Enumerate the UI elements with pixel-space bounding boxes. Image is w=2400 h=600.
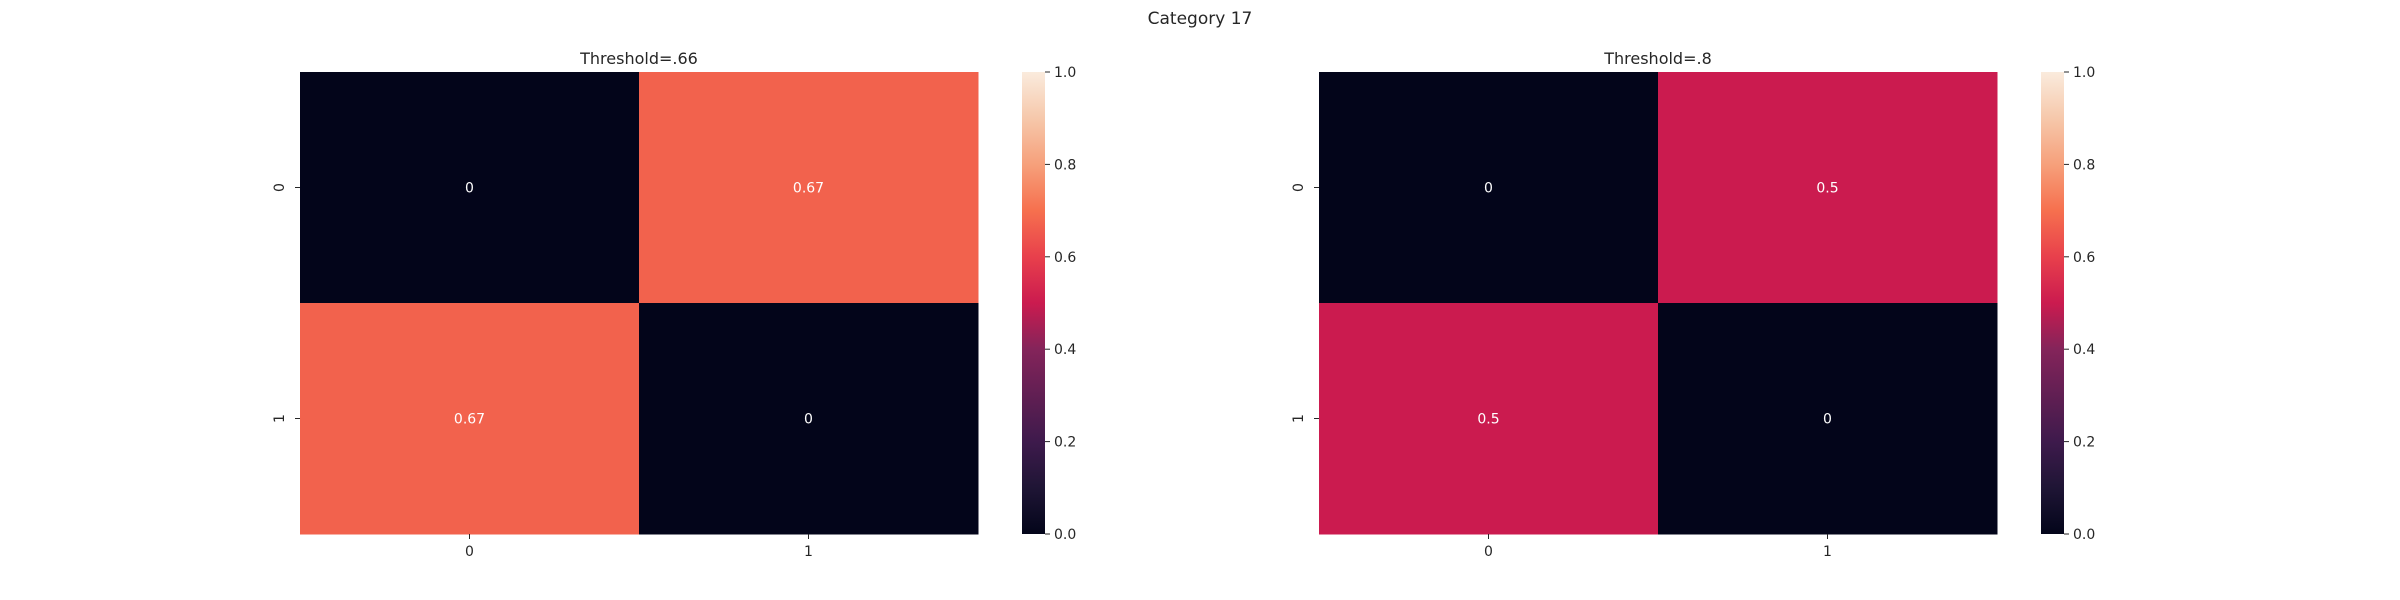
cell-value-label: 0.67 (793, 181, 824, 197)
heatmap-cell (1319, 303, 1659, 535)
y-tick-label: 0 (272, 183, 288, 192)
heatmap-cell (1658, 303, 1998, 535)
colorbar-tick-label: 0.6 (2073, 250, 2095, 266)
panel-title: Threshold=.66 (579, 49, 698, 68)
cell-value-label: 0.5 (1477, 412, 1499, 428)
colorbar-tick-label: 0.6 (1054, 250, 1076, 266)
colorbar-tick-label: 0.8 (1054, 157, 1076, 173)
colorbar-tick-label: 0.8 (2073, 157, 2095, 173)
x-tick-label: 1 (1823, 544, 1832, 560)
cell-value-label: 0 (465, 181, 474, 197)
cell-value-label: 0.5 (1816, 181, 1838, 197)
figure-title: Category 17 (1148, 9, 1253, 29)
x-tick-label: 0 (1484, 544, 1493, 560)
panel-title: Threshold=.8 (1603, 49, 1712, 68)
heatmap-cell (300, 72, 640, 304)
y-tick-label: 0 (1291, 183, 1307, 192)
cell-value-label: 0 (804, 412, 813, 428)
colorbar-tick-label: 0.0 (1054, 527, 1076, 543)
heatmap-panels: Threshold=.66 0 0.67 0.67 0 0 1 0 1 0.0 0.2 0.4 0.6 0… (272, 49, 2095, 560)
colorbar-tick-label: 0.2 (1054, 435, 1076, 451)
heatmap-cell (639, 72, 979, 304)
heatmap-cell (300, 303, 640, 535)
colorbar-tick-label: 1.0 (2073, 65, 2095, 81)
colorbar-tick-label: 0.4 (1054, 342, 1076, 358)
x-tick-label: 1 (804, 544, 813, 560)
heatmap-panel-2: Threshold=.8 0 0.5 0.5 0 0 1 0 1 0.0 0.2 0.4 0.6 0.8 1… (1291, 49, 2095, 560)
colorbar-tick-label: 0.2 (2073, 435, 2095, 451)
x-tick-label: 0 (465, 544, 474, 560)
colorbar-tick-label: 0.4 (2073, 342, 2095, 358)
y-tick-label: 1 (272, 414, 288, 423)
colorbar-tick-label: 1.0 (1054, 65, 1076, 81)
heatmap-cell (639, 303, 979, 535)
heatmap-cell (1319, 72, 1659, 304)
cell-value-label: 0 (1484, 181, 1493, 197)
heatmap-panel-1: Threshold=.66 0 0.67 0.67 0 0 1 0 1 0.0 0.2 0.4 0.6 0… (272, 49, 1076, 560)
colorbar (2041, 72, 2064, 534)
colorbar-tick-label: 0.0 (2073, 527, 2095, 543)
colorbar (1022, 72, 1045, 534)
cell-value-label: 0.67 (454, 412, 485, 428)
heatmap-cell (1658, 72, 1998, 304)
cell-value-label: 0 (1823, 412, 1832, 428)
y-tick-label: 1 (1291, 414, 1307, 423)
